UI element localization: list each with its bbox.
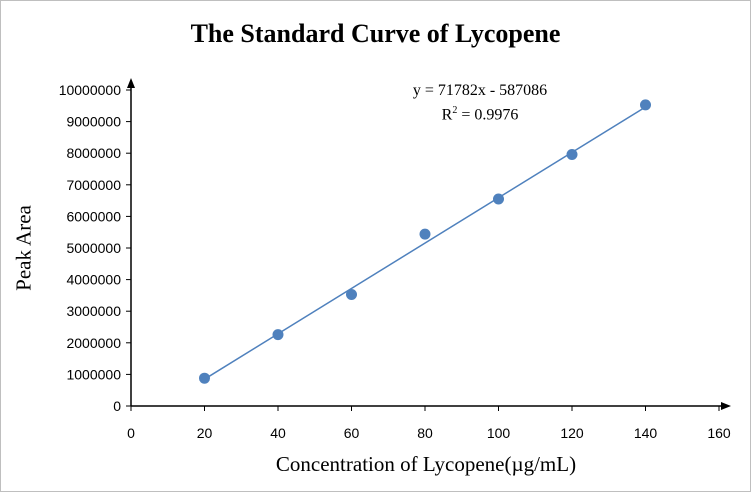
data-point — [272, 329, 284, 341]
data-point — [566, 148, 578, 160]
data-point — [199, 372, 210, 384]
y-tick-label: 4000000 — [66, 272, 121, 288]
y-axis-arrow — [127, 78, 135, 88]
r-squared-value: = 0.9976 — [457, 106, 519, 124]
data-point — [493, 193, 504, 205]
r-squared-label: R2 = 0.9976 — [360, 105, 600, 124]
y-tick-label: 3000000 — [66, 303, 121, 319]
trendline — [204, 106, 646, 380]
y-tick-label: 1000000 — [66, 366, 121, 382]
y-tick-label: 7000000 — [66, 177, 121, 193]
x-tick-label: 0 — [127, 425, 135, 441]
y-tick-label: 10000000 — [59, 82, 122, 98]
data-point — [346, 288, 357, 300]
data-point — [640, 99, 651, 111]
x-tick-label: 140 — [634, 425, 658, 441]
y-tick-label: 8000000 — [66, 145, 121, 161]
chart-title: The Standard Curve of Lycopene — [190, 19, 561, 48]
y-tick-label: 5000000 — [66, 240, 121, 256]
data-point — [419, 228, 431, 240]
y-tick-label: 6000000 — [66, 208, 121, 224]
x-tick-label: 60 — [344, 425, 360, 441]
y-tick-label: 2000000 — [66, 335, 121, 351]
x-axis-label: Concentration of Lycopene(µg/mL) — [275, 452, 577, 476]
x-tick-label: 160 — [707, 425, 731, 441]
r-squared-exponent: 2 — [452, 105, 458, 116]
x-tick-label: 80 — [417, 425, 433, 441]
x-axis-arrow — [721, 402, 731, 410]
y-tick-label: 9000000 — [66, 114, 121, 130]
r-squared-symbol: R — [441, 106, 453, 124]
trendline-equation: y = 71782x - 587086 — [412, 82, 548, 99]
x-tick-label: 120 — [560, 425, 584, 441]
x-tick-label: 20 — [197, 425, 213, 441]
y-tick-label: 0 — [113, 398, 121, 414]
x-tick-label: 40 — [270, 425, 286, 441]
x-tick-label: 100 — [487, 425, 511, 441]
